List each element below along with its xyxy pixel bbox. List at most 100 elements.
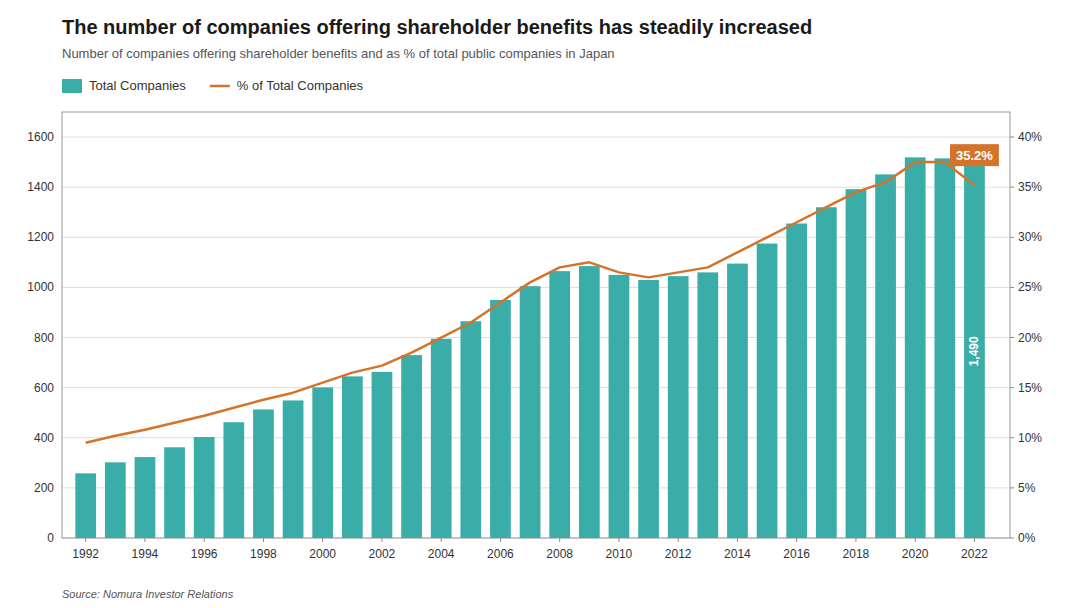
- y2-tick-label: 25%: [1018, 280, 1042, 294]
- x-tick-label: 2008: [546, 547, 573, 561]
- y-tick-label: 400: [34, 431, 54, 445]
- y-tick-label: 200: [34, 481, 54, 495]
- x-tick: [85, 538, 86, 542]
- x-tick-label: 2018: [843, 547, 870, 561]
- grid-line: [62, 237, 1010, 238]
- y2-tick-label: 20%: [1018, 331, 1042, 345]
- x-tick-label: 2002: [369, 547, 396, 561]
- y-tick-label: 1400: [27, 180, 54, 194]
- bar: [75, 473, 96, 538]
- y-tick-label: 600: [34, 381, 54, 395]
- x-tick: [144, 538, 145, 542]
- legend-label: Total Companies: [89, 78, 186, 93]
- bar: [342, 376, 363, 538]
- annotation-label: 1,490: [967, 336, 981, 366]
- x-tick-label: 2016: [783, 547, 810, 561]
- x-tick: [618, 538, 619, 542]
- bar: [786, 224, 807, 538]
- y-tick-label: 1600: [27, 130, 54, 144]
- bar: [194, 437, 215, 538]
- bar: [609, 275, 630, 538]
- y2-tick-label: 35%: [1018, 180, 1042, 194]
- bar: [164, 447, 185, 538]
- x-tick: [678, 538, 679, 542]
- y2-tick: [1010, 287, 1014, 288]
- x-tick-label: 2010: [606, 547, 633, 561]
- annotation: 35.2%: [950, 144, 999, 166]
- bar: [312, 387, 333, 538]
- plot-frame: [62, 112, 1010, 538]
- bar: [875, 174, 896, 538]
- bar: [549, 271, 570, 538]
- y2-tick-label: 30%: [1018, 230, 1042, 244]
- y2-tick: [1010, 337, 1014, 338]
- x-tick-label: 1998: [250, 547, 277, 561]
- bar: [372, 372, 393, 538]
- marks: [75, 157, 984, 538]
- line: [86, 162, 975, 443]
- grid-line: [62, 137, 1010, 138]
- y2-tick-label: 5%: [1018, 481, 1036, 495]
- y-tick-label: 1000: [27, 280, 54, 294]
- x-tick: [263, 538, 264, 542]
- legend-swatch: [62, 79, 82, 93]
- bar: [520, 286, 541, 538]
- annotation-label: 35.2%: [956, 148, 993, 163]
- x-tick-label: 1992: [72, 547, 99, 561]
- x-tick: [322, 538, 323, 542]
- grid: [62, 137, 1010, 538]
- x-tick-label: 2006: [487, 547, 514, 561]
- y2-tick-label: 15%: [1018, 381, 1042, 395]
- bar: [757, 244, 778, 538]
- bar: [223, 422, 244, 538]
- x-tick: [381, 538, 382, 542]
- y-tick-label: 1200: [27, 230, 54, 244]
- chart: The number of companies offering shareho…: [0, 0, 1080, 608]
- bar: [135, 457, 156, 538]
- x-tick: [796, 538, 797, 542]
- subtitle: Number of companies offering shareholder…: [62, 46, 615, 61]
- x-tick: [500, 538, 501, 542]
- legend-label: % of Total Companies: [237, 78, 364, 93]
- source: Source: Nomura Investor Relations: [62, 588, 234, 600]
- bar: [934, 158, 955, 538]
- bar: [816, 207, 837, 538]
- bar: [431, 339, 452, 538]
- y2-tick: [1010, 137, 1014, 138]
- x-tick: [855, 538, 856, 542]
- annotation-box: [950, 144, 999, 166]
- x-tick: [915, 538, 916, 542]
- x-tick: [204, 538, 205, 542]
- bar: [105, 462, 126, 538]
- x-tick-label: 2004: [428, 547, 455, 561]
- x-tick-label: 2000: [309, 547, 336, 561]
- bar: [846, 189, 867, 538]
- y-tick-label: 800: [34, 331, 54, 345]
- y2-tick: [1010, 237, 1014, 238]
- y2-tick: [1010, 387, 1014, 388]
- y2-tick-label: 40%: [1018, 130, 1042, 144]
- bar: [460, 321, 481, 538]
- x-tick: [974, 538, 975, 542]
- legend: Total Companies % of Total Companies: [62, 78, 364, 93]
- bar: [727, 264, 748, 538]
- y2-tick: [1010, 437, 1014, 438]
- title: The number of companies offering shareho…: [62, 16, 812, 38]
- legend-swatch: [210, 85, 230, 88]
- bar: [638, 280, 659, 538]
- y2-tick: [1010, 487, 1014, 488]
- y2-tick: [1010, 187, 1014, 188]
- x-tick-label: 1994: [132, 547, 159, 561]
- bar: [668, 276, 689, 538]
- bar: [490, 300, 511, 538]
- x-tick: [441, 538, 442, 542]
- x-tick: [559, 538, 560, 542]
- bar: [964, 165, 985, 538]
- bar: [401, 355, 422, 538]
- y-tick-label: 0: [47, 531, 54, 545]
- x-tick-label: 2012: [665, 547, 692, 561]
- bar: [579, 266, 600, 538]
- x-tick-label: 2020: [902, 547, 929, 561]
- bar: [253, 409, 274, 538]
- x-tick-label: 2022: [961, 547, 988, 561]
